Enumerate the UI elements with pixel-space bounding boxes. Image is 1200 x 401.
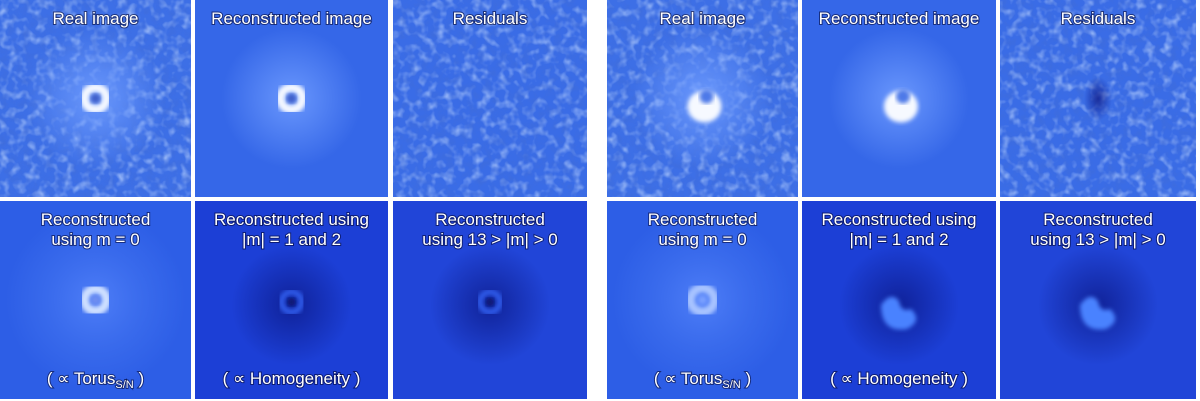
panel: Real image (607, 0, 798, 197)
panel-title: Real image (660, 9, 746, 28)
panel: Residuals (393, 0, 587, 197)
panel-title: Residuals (1061, 9, 1136, 28)
caption-text: ( ∝ Homogeneity ) (223, 369, 361, 388)
panel-title: Reconstructed using (214, 210, 369, 229)
feature (477, 289, 503, 315)
panel: Reconstructed image (195, 0, 388, 197)
panel-title: Residuals (453, 9, 528, 28)
feature-core (287, 298, 296, 306)
image-noise (393, 0, 587, 197)
panel-title: |m| = 1 and 2 (849, 230, 948, 249)
caption-subscript: S/N (722, 379, 740, 391)
caption-text: ( ∝ Torus (47, 369, 116, 388)
feature (881, 296, 917, 330)
panel-title: using m = 0 (658, 230, 746, 249)
ring-core (697, 295, 708, 305)
ring-core (286, 93, 297, 104)
ring-core (90, 295, 101, 305)
panel: Reconstructed using|m| = 1 and 2 ( ∝ Homo… (195, 201, 388, 399)
panel-title: Reconstructed image (819, 9, 980, 28)
panel-title: Real image (53, 9, 139, 28)
blob-hole (896, 89, 910, 104)
panel-title: Reconstructed (41, 210, 151, 229)
panel-title: Reconstructed image (211, 9, 372, 28)
caption-text: ) (741, 369, 751, 388)
panel: Reconstructed using|m| = 1 and 2 ( ∝ Homo… (802, 201, 996, 399)
ring (686, 283, 719, 317)
blob-hole (699, 89, 714, 104)
ring-core (90, 93, 101, 104)
panel-title: Reconstructed (1043, 210, 1153, 229)
feature (278, 289, 305, 315)
residual-dark (1084, 76, 1112, 121)
caption-subscript: S/N (115, 379, 133, 391)
panel-title: Reconstructed using (822, 210, 977, 229)
caption-text: ) (134, 369, 144, 388)
panel-title: using 13 > |m| > 0 (1030, 230, 1165, 249)
ring (80, 83, 111, 114)
panel-title: Reconstructed (435, 210, 545, 229)
caption-text: ( ∝ Torus (654, 369, 723, 388)
panel: Real image (0, 0, 191, 197)
panel: Residuals (1000, 0, 1196, 197)
panel-title: using m = 0 (51, 230, 139, 249)
ring (80, 284, 111, 316)
panel: Reconstructed image (802, 0, 996, 197)
ring (276, 83, 307, 114)
panel-title: Reconstructed (648, 210, 758, 229)
feature-core (486, 298, 494, 306)
panel-title: |m| = 1 and 2 (242, 230, 341, 249)
panel-caption: ( ∝ TorusS/N ) (47, 369, 144, 391)
panel-caption: ( ∝ TorusS/N ) (654, 369, 751, 391)
caption-text: ( ∝ Homogeneity ) (830, 369, 968, 388)
panel-caption: ( ∝ Homogeneity ) (223, 369, 361, 388)
panel-caption: ( ∝ Homogeneity ) (830, 369, 968, 388)
panel-title: using 13 > |m| > 0 (422, 230, 557, 249)
feature (1080, 296, 1116, 330)
